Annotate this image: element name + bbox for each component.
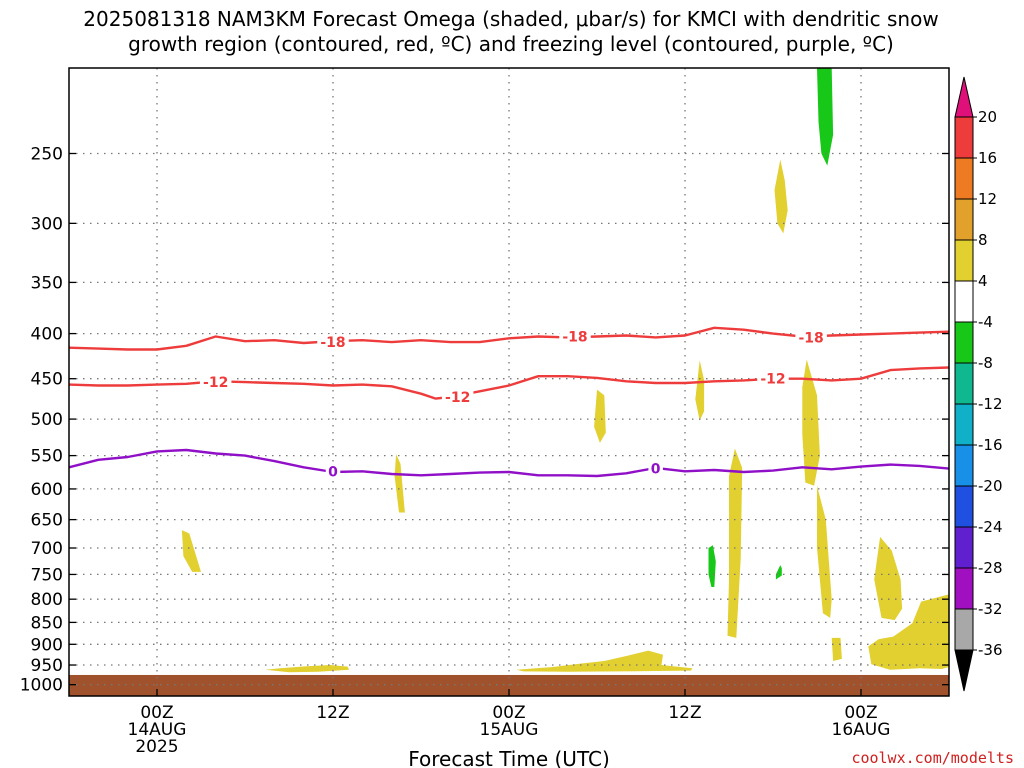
colorbar-label-2: 12 [978, 190, 997, 208]
colorbar-bin-11 [954, 567, 974, 610]
colorbar-over-arrow [954, 76, 974, 118]
y-tick-label-750: 750 [31, 565, 63, 585]
contour-label-bg [757, 370, 789, 387]
y-tick-label-500: 500 [31, 410, 63, 430]
colorbar-bin-1 [954, 157, 974, 200]
colorbar-label-4: 4 [978, 272, 988, 290]
contour-label-bg [317, 334, 349, 351]
colorbar-label-11: -28 [978, 559, 1003, 577]
omega-region-4 [695, 360, 705, 421]
omega-shading-layer [181, 68, 949, 673]
contour-line-2 [68, 448, 950, 478]
x-tick-label-0-2: 2025 [135, 737, 178, 757]
contour-label-bg [199, 374, 232, 391]
x-tick-label-24-0: 00Z [492, 703, 525, 723]
omega-region-9 [868, 594, 949, 670]
omega-region-12 [774, 159, 788, 234]
colorbar-bin-10 [954, 526, 974, 569]
colorbar-under-arrow [954, 649, 974, 692]
contour-label-2-0: 0 [328, 464, 338, 480]
omega-region-14 [708, 545, 716, 587]
colorbar-label-6: -8 [978, 354, 993, 372]
contour-label-bg [559, 328, 591, 345]
y-tick-label-550: 550 [31, 447, 63, 467]
y-axis: 2503003504004505005506006507007508008509… [20, 144, 949, 696]
y-tick-label-1000: 1000 [20, 676, 63, 696]
contour-label-bg [325, 463, 341, 480]
omega-region-15 [817, 68, 834, 166]
omega-region-0 [181, 530, 201, 572]
y-tick-label-800: 800 [31, 590, 63, 610]
x-tick-label-0-1: 14AUG [128, 720, 187, 740]
omega-region-11 [516, 650, 693, 672]
contour-label-0-2: -18 [798, 330, 823, 346]
omega-region-13 [775, 565, 782, 580]
y-tick-label-400: 400 [31, 325, 63, 345]
colorbar-bin-2 [954, 198, 974, 241]
colorbar: 20 16 12 8 4 -4 -8 -12 -16 -20 -24 -28 -32 -36 [954, 76, 1003, 692]
y-tick-label-700: 700 [31, 539, 63, 559]
y-tick-label-450: 450 [31, 370, 63, 390]
omega-region-7 [817, 485, 832, 618]
colorbar-bin-7 [954, 403, 974, 446]
x-tick-label-48-1: 16AUG [832, 720, 891, 740]
contour-label-bg [648, 460, 663, 477]
y-tick-label-650: 650 [31, 511, 63, 531]
contour-label-1-0: -12 [203, 375, 228, 391]
colorbar-bin-6 [954, 362, 974, 405]
colorbar-label-10: -24 [978, 518, 1003, 536]
colorbar-label-1: 16 [978, 149, 997, 167]
colorbar-label-9: -20 [978, 477, 1003, 495]
contour-label-bg [795, 329, 827, 346]
omega-region-3 [594, 389, 606, 443]
colorbar-bin-0 [954, 116, 974, 159]
omega-region-5 [727, 448, 743, 638]
omega-region-10 [831, 637, 842, 661]
omega-region-2 [265, 665, 350, 673]
colorbar-bin-8 [954, 444, 974, 487]
colorbar-label-5: -4 [978, 313, 993, 331]
chart-title-line1: 2025081318 NAM3KM Forecast Omega (shaded… [83, 7, 938, 31]
chart-title: 2025081318 NAM3KM Forecast Omega (shaded… [83, 7, 938, 56]
x-tick-label-24-1: 15AUG [480, 720, 539, 740]
x-tick-label-36-0: 12Z [668, 703, 701, 723]
omega-region-6 [802, 359, 820, 486]
y-tick-label-250: 250 [31, 144, 63, 164]
x-axis-label: Forecast Time (UTC) [408, 747, 610, 768]
colorbar-bin-9 [954, 485, 974, 528]
omega-region-1 [394, 454, 405, 513]
x-tick-label-12-0: 12Z [316, 703, 349, 723]
y-tick-label-950: 950 [31, 656, 63, 676]
y-tick-label-850: 850 [31, 613, 63, 633]
colorbar-label-8: -16 [978, 436, 1003, 454]
colorbar-label-0: 20 [978, 108, 997, 126]
colorbar-label-12: -32 [978, 600, 1003, 618]
contour-label-bg [441, 389, 474, 406]
colorbar-bin-12 [954, 608, 974, 651]
y-tick-label-350: 350 [31, 273, 63, 293]
contour-label-0-0: -18 [320, 335, 345, 351]
contour-label-2-1: 0 [651, 462, 661, 478]
y-tick-label-900: 900 [31, 635, 63, 655]
x-tick-label-0-0: 00Z [140, 703, 173, 723]
colorbar-label-7: -12 [978, 395, 1003, 413]
colorbar-bin-3 [954, 239, 974, 282]
x-tick-label-48-0: 00Z [844, 703, 877, 723]
credit-text: coolwx.com/modelts [851, 749, 1014, 767]
contour-label-1-2: -12 [760, 372, 785, 388]
contour-layer: -18 -18 -18 -12 -12 -12 0 0 [68, 326, 950, 480]
y-tick-label-300: 300 [31, 214, 63, 234]
colorbar-bin-4 [954, 280, 974, 323]
y-tick-label-600: 600 [31, 480, 63, 500]
contour-label-1-1: -12 [445, 390, 470, 406]
colorbar-label-13: -36 [978, 641, 1003, 659]
chart-title-line2: growth region (contoured, red, ºC) and f… [128, 32, 894, 56]
contour-label-0-1: -18 [562, 329, 587, 345]
colorbar-label-3: 8 [978, 231, 988, 249]
colorbar-bin-5 [954, 321, 974, 364]
